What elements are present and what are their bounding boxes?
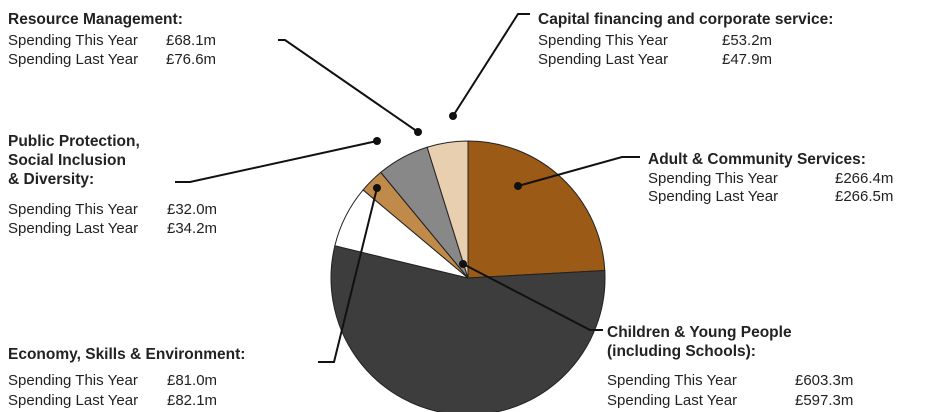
leader-dot (414, 128, 422, 136)
row-label: Spending This Year (8, 32, 138, 49)
leader-dot (373, 137, 381, 145)
row-label: Spending Last Year (8, 51, 138, 68)
row-label: Spending This Year (538, 32, 668, 49)
category-label: Children & Young People (607, 324, 792, 341)
leader-dot (459, 260, 467, 268)
category-label: Resource Management: (8, 11, 183, 28)
value-label: £603.3m (795, 372, 853, 389)
category-label: Economy, Skills & Environment: (8, 346, 245, 363)
category-label: Social Inclusion (8, 152, 126, 169)
value-label: £68.1m (166, 32, 216, 49)
leader-line (452, 13, 530, 117)
leader-line (517, 156, 640, 187)
row-label: Spending This Year (8, 201, 138, 218)
row-label: Spending Last Year (8, 220, 138, 237)
leader-line (175, 140, 378, 183)
value-label: £53.2m (722, 32, 772, 49)
leader-line (278, 39, 419, 133)
last-year-label: £597.3m (795, 392, 853, 409)
row-label: Spending This Year (648, 170, 778, 187)
value-label: £81.0m (167, 372, 217, 389)
leader-line (462, 263, 603, 331)
row-label: Spending Last Year (607, 392, 737, 409)
last-year-label: £76.6m (166, 51, 216, 68)
pie-slice (426, 140, 469, 279)
category-label: Adult & Community Services: (648, 151, 866, 168)
row-label: Spending Last Year (538, 51, 668, 68)
last-year-label: £47.9m (722, 51, 772, 68)
leader-line (318, 187, 378, 363)
last-year-label: £266.5m (835, 188, 893, 205)
leader-dot (514, 182, 522, 190)
pie-slice (330, 245, 606, 412)
pie-slice (467, 140, 606, 279)
category-label: & Diversity: (8, 171, 94, 188)
category-label: Capital financing and corporate service: (538, 11, 833, 28)
value-label: £266.4m (835, 170, 893, 187)
category-label: (including Schools): (607, 343, 756, 360)
last-year-label: £34.2m (167, 220, 217, 237)
row-label: Spending Last Year (8, 392, 138, 409)
row-label: Spending Last Year (648, 188, 778, 205)
leader-dot (449, 112, 457, 120)
value-label: £32.0m (167, 201, 217, 218)
last-year-label: £82.1m (167, 392, 217, 409)
category-label: Public Protection, (8, 133, 140, 150)
row-label: Spending This Year (8, 372, 138, 389)
leader-dot (373, 184, 381, 192)
row-label: Spending This Year (607, 372, 737, 389)
